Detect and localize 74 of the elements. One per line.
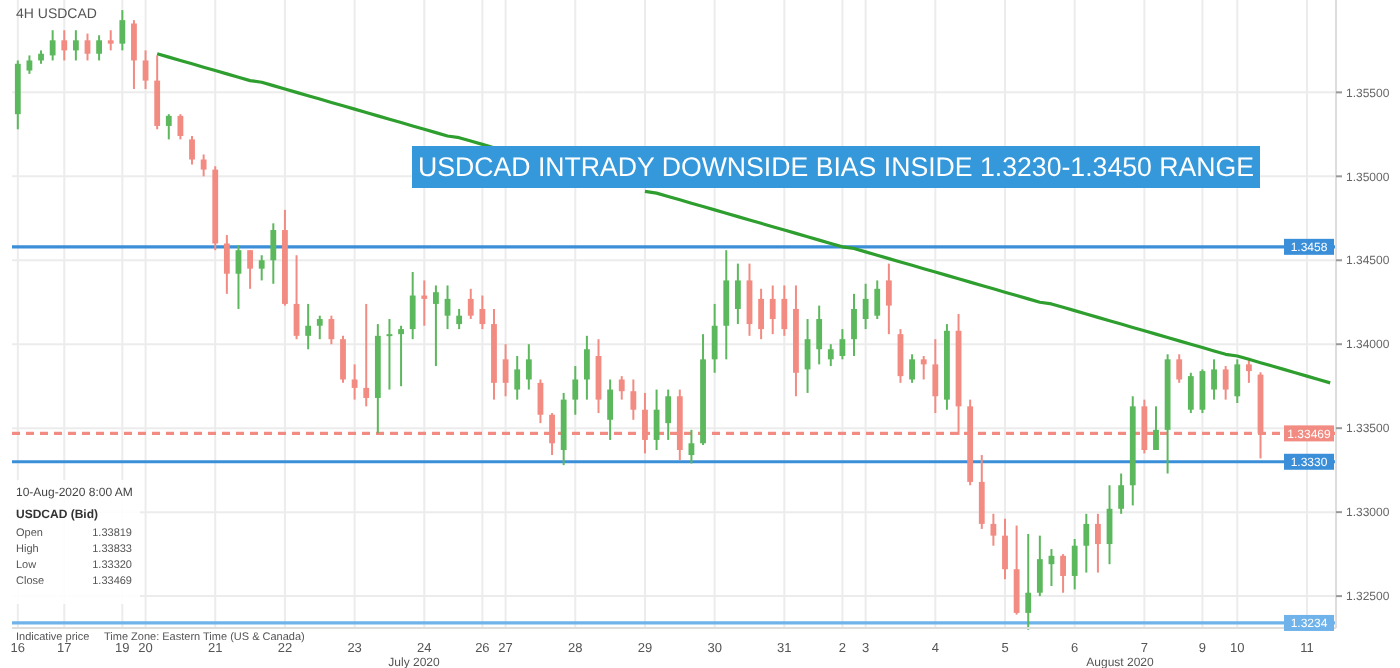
candlestick xyxy=(827,343,834,368)
candlestick xyxy=(1211,358,1217,401)
candlestick xyxy=(1095,512,1101,574)
candlestick xyxy=(851,292,857,357)
candlestick xyxy=(874,279,881,321)
candlestick xyxy=(1176,353,1183,384)
candlestick xyxy=(258,254,265,282)
candlestick xyxy=(909,353,915,384)
candlestick xyxy=(456,307,463,331)
candlestick xyxy=(1187,371,1194,415)
candlestick xyxy=(409,271,416,341)
candlestick xyxy=(862,282,869,331)
candlestick xyxy=(84,32,91,62)
candlestick xyxy=(96,34,103,62)
candlestick xyxy=(583,334,590,401)
candlestick xyxy=(1234,358,1241,404)
candlestick xyxy=(1060,553,1066,594)
candlestick xyxy=(630,378,637,421)
candlestick xyxy=(119,9,126,52)
candlestick xyxy=(165,113,172,141)
candlestick xyxy=(433,284,439,368)
candlestick xyxy=(990,512,997,547)
candlestick xyxy=(758,287,765,341)
candlestick xyxy=(525,343,532,391)
candlestick xyxy=(514,354,521,401)
candlestick xyxy=(1025,532,1032,631)
candlestick xyxy=(885,262,892,336)
candlestick xyxy=(1083,512,1090,574)
candlestick xyxy=(816,304,823,366)
candlestick xyxy=(351,363,358,401)
candlestick xyxy=(1002,517,1008,581)
candlestick xyxy=(932,338,939,415)
candlestick xyxy=(363,302,370,408)
candlestick xyxy=(479,294,486,331)
candlestick xyxy=(467,287,474,321)
candlestick xyxy=(502,343,509,398)
candlestick xyxy=(1153,405,1159,452)
candlestick xyxy=(1013,524,1020,616)
candlestick xyxy=(1222,365,1229,401)
candlestick xyxy=(26,54,33,75)
candlestick xyxy=(1118,472,1125,515)
candlestick xyxy=(142,49,149,90)
candlestick xyxy=(247,249,253,290)
candlestick xyxy=(421,279,428,327)
candlestick xyxy=(316,314,323,341)
candlestick xyxy=(189,135,195,166)
candlestick xyxy=(340,334,346,384)
candlestick xyxy=(270,222,277,285)
candlestick xyxy=(107,29,114,52)
candlestick xyxy=(1071,538,1078,591)
candlestick xyxy=(734,262,741,326)
candlestick xyxy=(607,378,614,441)
candlestick xyxy=(154,54,161,131)
candlestick xyxy=(72,29,79,62)
candlestick xyxy=(61,29,68,62)
candlestick xyxy=(723,249,730,361)
candlestick xyxy=(305,302,312,351)
candlestick xyxy=(572,365,579,416)
candlestick xyxy=(781,284,788,337)
candlestick xyxy=(665,388,672,441)
candlestick xyxy=(398,324,404,388)
candlestick xyxy=(131,19,137,90)
candlestick xyxy=(328,314,335,346)
candlestick xyxy=(200,153,207,178)
candlestick xyxy=(1036,534,1043,598)
candlestick xyxy=(618,375,625,401)
candlestick xyxy=(920,354,927,381)
candlestick xyxy=(49,29,56,62)
candlestick xyxy=(1245,358,1252,384)
candlestick xyxy=(223,234,230,295)
candlestick xyxy=(769,284,776,336)
candlestick xyxy=(978,454,985,530)
annotation: USDCAD INTRADY DOWNSIDE BIAS INSIDE 1.3230-1.3450 RANGE xyxy=(418,152,1266,182)
candlestick xyxy=(711,302,718,374)
